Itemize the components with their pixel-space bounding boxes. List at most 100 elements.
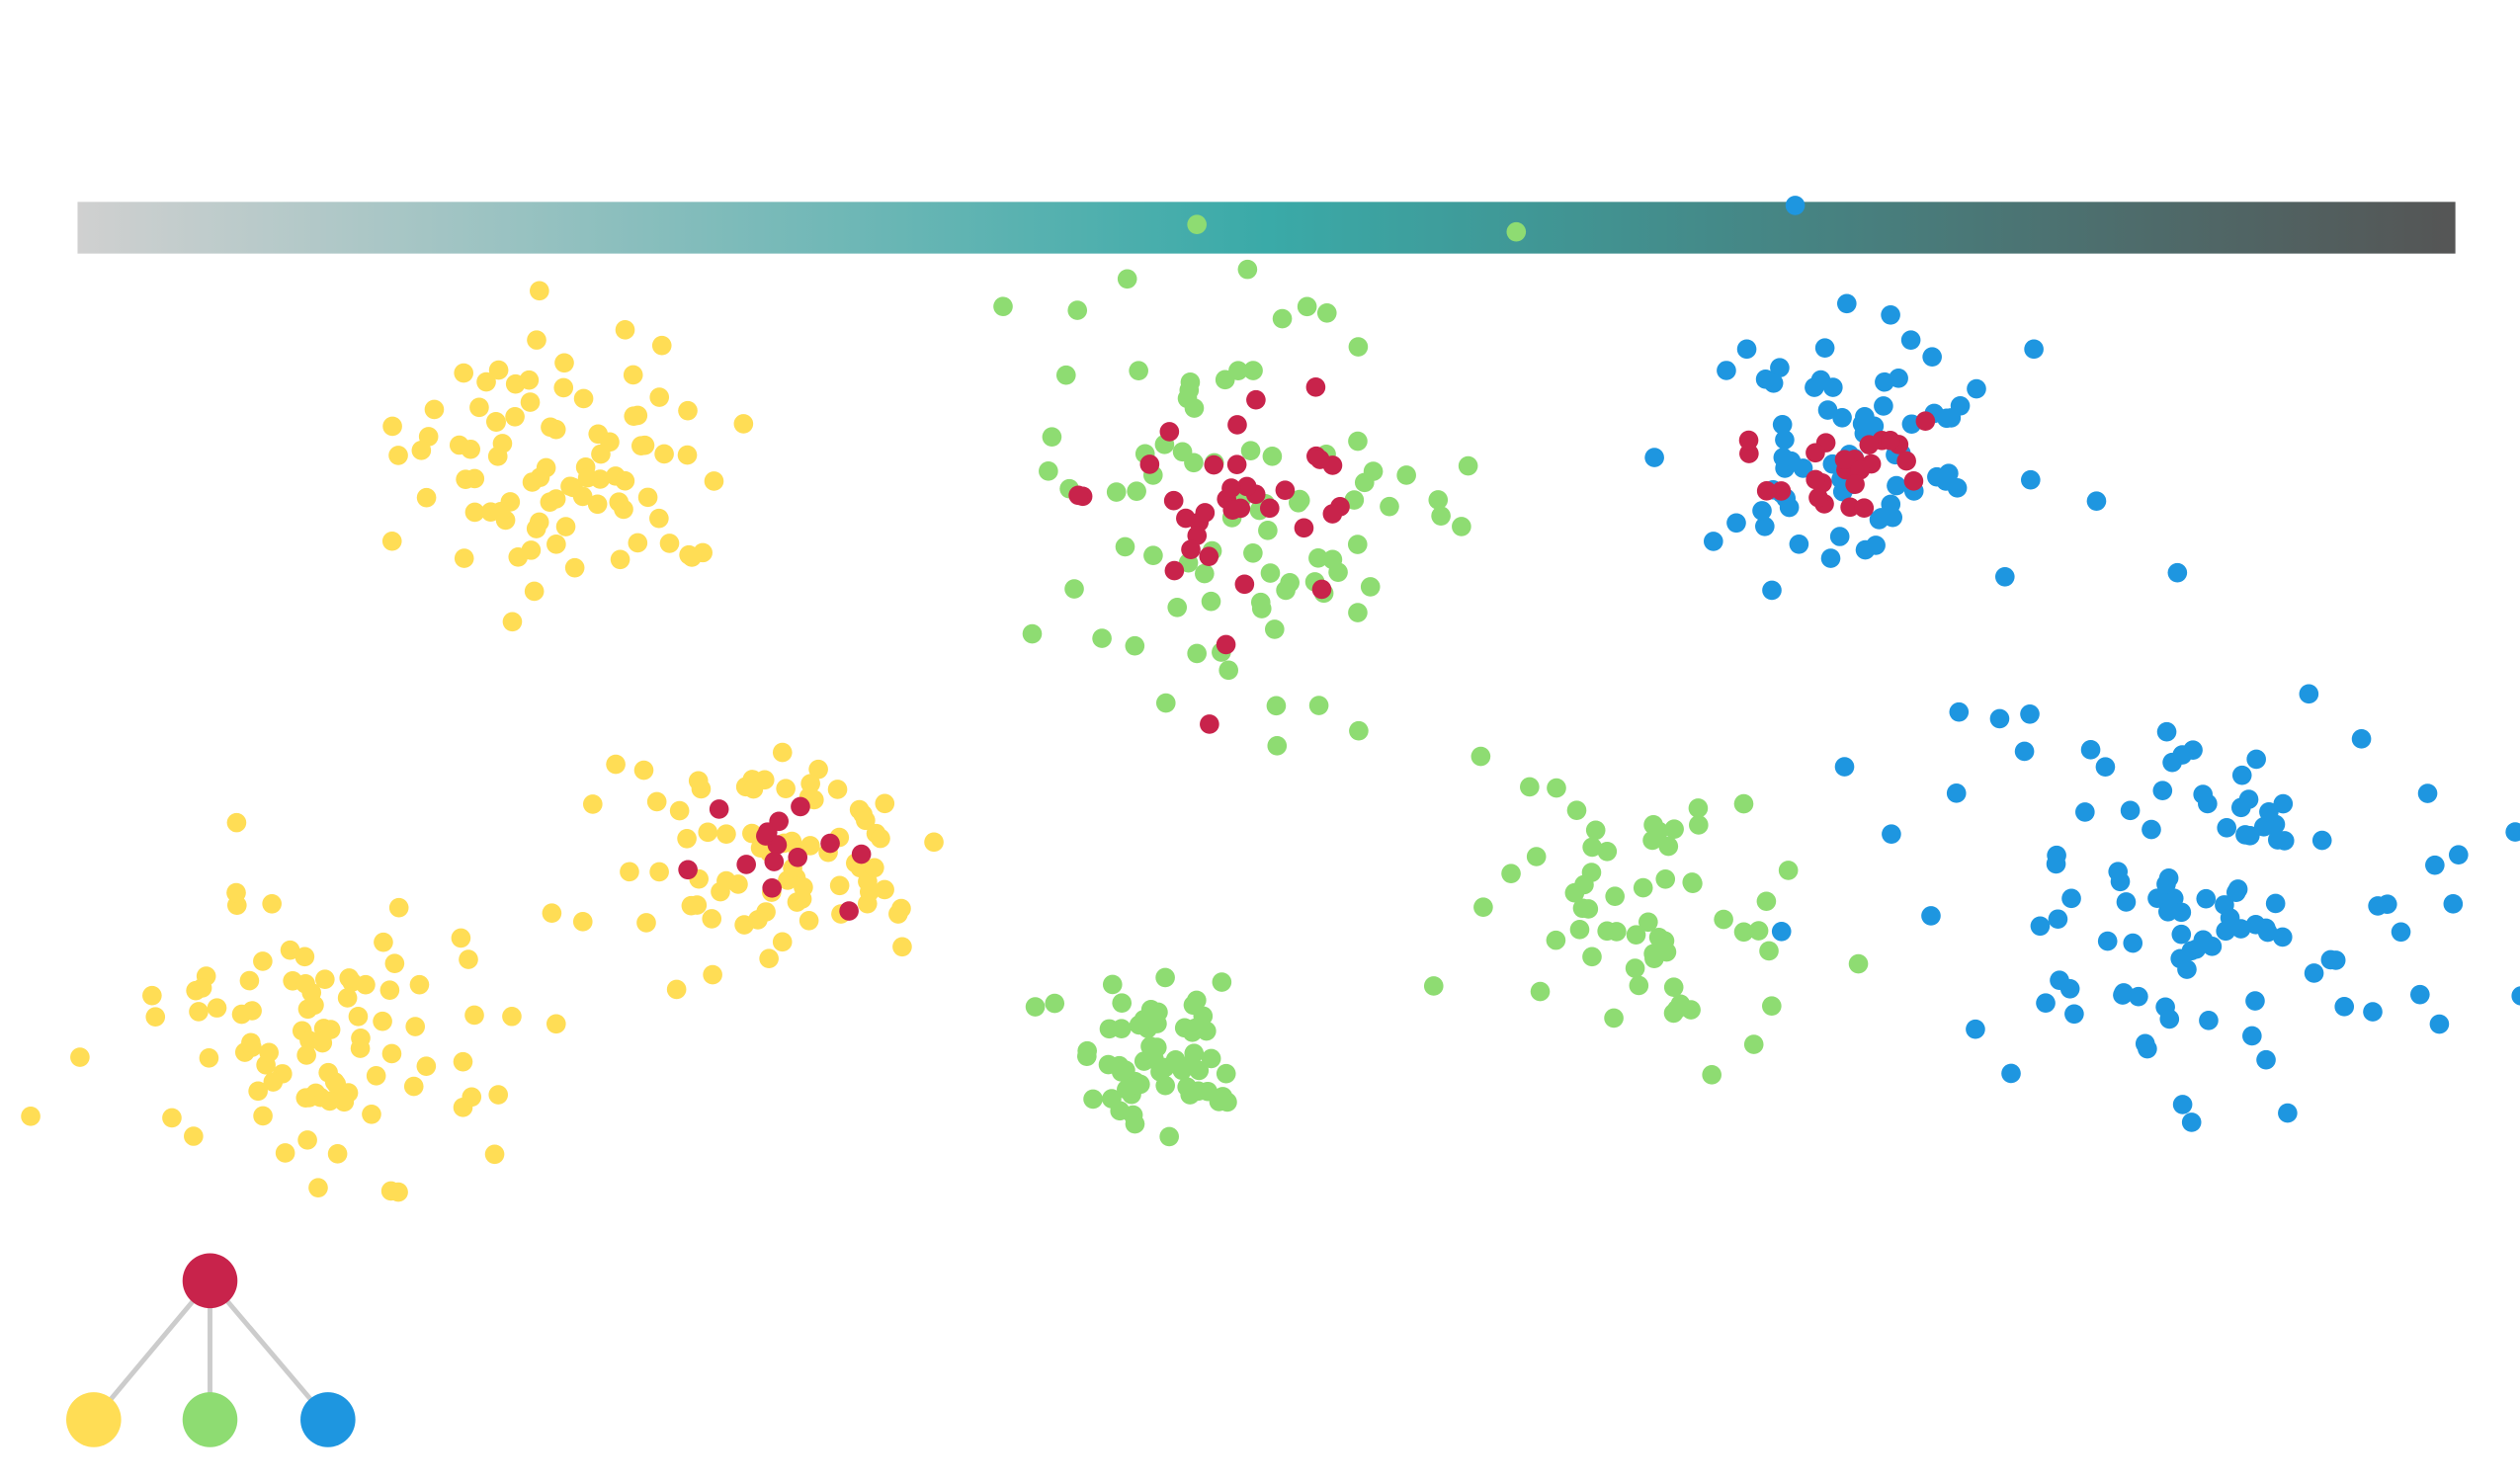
dot bbox=[1189, 1060, 1210, 1081]
dot bbox=[459, 949, 478, 969]
dot bbox=[1655, 868, 1676, 889]
dot bbox=[1221, 478, 1241, 498]
dot bbox=[2116, 892, 2137, 912]
dot bbox=[577, 467, 598, 488]
dot bbox=[827, 780, 848, 799]
dot bbox=[1083, 1089, 1103, 1110]
dot bbox=[1473, 897, 1493, 918]
dot bbox=[462, 1087, 482, 1108]
dot bbox=[1775, 430, 1795, 450]
dot bbox=[388, 897, 409, 918]
dot bbox=[1275, 480, 1296, 500]
dot bbox=[754, 770, 775, 790]
dot bbox=[772, 932, 793, 952]
dot bbox=[1222, 500, 1243, 521]
legend-node bbox=[300, 1392, 356, 1447]
dot bbox=[2142, 819, 2161, 840]
dot bbox=[1506, 221, 1527, 242]
dot bbox=[1234, 574, 1255, 595]
legend-node bbox=[182, 1392, 238, 1447]
dot bbox=[239, 970, 260, 991]
dot bbox=[654, 444, 674, 464]
dot bbox=[553, 377, 574, 398]
dot bbox=[1822, 377, 1843, 397]
dot bbox=[1181, 539, 1201, 559]
dot bbox=[924, 832, 944, 853]
dot bbox=[1180, 1085, 1201, 1105]
dot bbox=[1714, 909, 1733, 930]
dot bbox=[366, 1066, 386, 1086]
dot bbox=[308, 1178, 328, 1197]
dot bbox=[1290, 489, 1309, 510]
dot bbox=[1348, 431, 1368, 452]
dot bbox=[259, 1042, 279, 1063]
dot bbox=[1950, 395, 1971, 416]
dot bbox=[1266, 696, 1287, 716]
dot bbox=[454, 548, 474, 568]
dot bbox=[1989, 708, 2010, 729]
dot bbox=[573, 388, 594, 409]
dot bbox=[892, 937, 912, 957]
dot bbox=[1117, 269, 1137, 289]
dot bbox=[1308, 696, 1329, 715]
dot bbox=[2177, 959, 2197, 979]
dot bbox=[1200, 714, 1219, 734]
dot bbox=[2511, 986, 2520, 1006]
dot bbox=[1755, 370, 1776, 389]
dot bbox=[2235, 825, 2255, 845]
dot bbox=[688, 771, 709, 791]
dot bbox=[1180, 372, 1201, 392]
dot bbox=[2417, 783, 2438, 803]
dot bbox=[241, 1032, 261, 1053]
dot bbox=[792, 889, 812, 909]
dot bbox=[702, 909, 722, 929]
dot bbox=[2048, 909, 2068, 930]
dot bbox=[636, 913, 656, 933]
dot bbox=[262, 893, 282, 914]
dot bbox=[1771, 921, 1792, 942]
dot bbox=[1184, 453, 1204, 473]
dot bbox=[350, 1038, 371, 1058]
dot bbox=[327, 1144, 348, 1164]
dot bbox=[486, 412, 506, 433]
dot bbox=[1643, 944, 1663, 964]
dot bbox=[312, 1032, 333, 1053]
dot bbox=[231, 1004, 252, 1025]
dot bbox=[487, 447, 508, 466]
dot bbox=[263, 1072, 284, 1092]
dot bbox=[865, 858, 884, 878]
dot bbox=[1681, 1000, 1701, 1020]
dot bbox=[1854, 498, 1875, 519]
dot bbox=[1845, 474, 1865, 494]
dot bbox=[829, 875, 850, 896]
dot bbox=[488, 1085, 509, 1105]
dot bbox=[490, 502, 511, 522]
dot bbox=[1682, 872, 1703, 892]
dot bbox=[248, 1081, 268, 1102]
dot bbox=[502, 1006, 522, 1027]
legend-link bbox=[208, 1278, 330, 1422]
dot bbox=[600, 432, 620, 453]
dot bbox=[469, 397, 489, 418]
dot bbox=[1762, 996, 1782, 1017]
dot bbox=[1117, 1079, 1136, 1100]
dot bbox=[634, 435, 655, 455]
dot bbox=[1922, 347, 1942, 368]
dot bbox=[1859, 435, 1880, 454]
dot bbox=[488, 360, 509, 380]
dot bbox=[1297, 296, 1317, 317]
dot bbox=[1597, 921, 1617, 942]
dot bbox=[454, 363, 474, 383]
dot bbox=[993, 296, 1013, 317]
dot bbox=[1880, 431, 1900, 451]
dot bbox=[1251, 599, 1272, 618]
dot bbox=[2123, 933, 2143, 953]
dot bbox=[764, 852, 785, 871]
dot bbox=[2325, 950, 2346, 970]
dot bbox=[1184, 398, 1205, 418]
dot bbox=[527, 330, 546, 350]
dot bbox=[2030, 916, 2051, 937]
dot bbox=[2181, 941, 2202, 961]
dot bbox=[1733, 793, 1754, 814]
dot bbox=[142, 985, 162, 1006]
